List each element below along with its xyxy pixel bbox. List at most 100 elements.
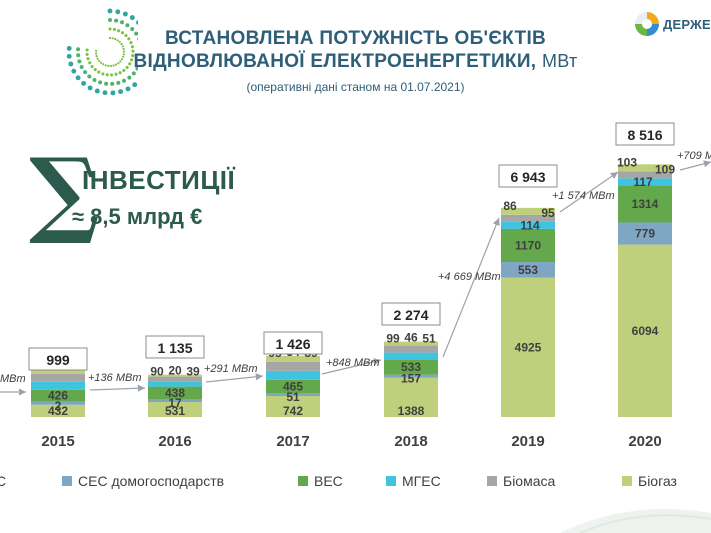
total-label-2019: 6 943 [510,169,545,185]
growth-label-6: +709 М [677,150,711,162]
bar-wind-2018 [384,359,438,375]
data-label-wind-2020: 1314 [632,197,659,211]
x-tick-2020: 2020 [628,433,661,450]
bar-biogas-2017 [266,355,320,362]
bar-small_hydro-2018 [384,352,438,360]
data-label-biogas-2016: 39 [186,365,200,379]
data-label-ses_household-2020: 779 [635,227,655,241]
bar-small_hydro-2016 [148,381,202,387]
data-label-wind-2016: 438 [165,386,185,400]
data-label-ses_household-2019: 553 [518,263,538,277]
bar-biomass-2019 [501,214,555,222]
data-label-biogas-2020: 109 [655,162,675,176]
bar-ses_household-2017 [266,393,320,396]
bar-small_hydro-2015 [31,381,85,390]
data-label-bottom-2017: 742 [283,404,303,418]
bar-biogas-2019 [501,207,555,215]
bar-biogas-2018 [384,341,438,346]
bar-ses_household-2018 [384,374,438,378]
data-label-biomass-2020: 103 [617,155,637,169]
bar-biomass-2018 [384,345,438,353]
growth-arrow-3 [321,358,382,375]
decorative-swoosh [560,508,711,533]
bar-wind-2017 [266,379,320,393]
bar-small_hydro-2019 [501,221,555,229]
data-label-bottom-2019: 4925 [515,340,542,354]
bar-ses_household-2015 [31,401,85,405]
growth-label-2: +291 МВт [204,363,258,375]
brand-logo: ДЕРЖЕН [634,10,711,38]
bar-bottom-2018 [384,377,438,417]
bar-wind-2020 [618,185,672,223]
growth-arrow-1 [89,384,146,392]
legend-label-partial: С [0,473,7,489]
data-label-biomass-2016: 20 [168,364,182,378]
sigma-symbol: ∑ [29,138,100,248]
x-tick-2019: 2019 [511,433,544,450]
total-box-2020 [615,122,675,146]
chart-title-line2-text: ВІДНОВЛЮВАНОЇ ЕЛЕКТРОЕНЕРГЕТИКИ, [133,51,537,72]
total-label-2018: 2 274 [393,307,428,323]
bar-wind-2016 [148,386,202,399]
legend-item-biogas: Біогаз [622,473,677,489]
bar-biomass-2020 [618,171,672,179]
data-label-ses_household-2018: 157 [401,372,421,386]
data-label-wind-2015: 426 [48,389,68,403]
x-tick-2017: 2017 [276,433,309,450]
total-label-2017: 1 426 [275,336,310,352]
data-label-bottom-2018: 1388 [398,404,425,418]
growth-label-1: +136 МВт [88,372,142,384]
total-label-2015: 999 [46,352,70,368]
data-label-ses_household-2017: 51 [286,390,300,404]
growth-arrow-6 [679,160,711,171]
data-label-biogas-2019: 95 [541,206,555,220]
bar-biogas-2016 [148,374,202,377]
bar-small_hydro-2017 [266,370,320,380]
data-label-wind-2018: 533 [401,360,421,374]
bar-bottom-2016 [148,402,202,417]
bar-ses_household-2019 [501,262,555,278]
x-tick-2018: 2018 [394,433,427,450]
bar-wind-2015 [31,389,85,402]
data-label-bottom-2015: 432 [48,404,68,418]
chart-subtitle: (оперативні дані станом на 01.07.2021) [246,80,465,94]
bar-biomass-2016 [148,376,202,382]
data-label-small_hydro-2019: 114 [520,218,540,232]
legend-swatch-biomass [487,476,497,486]
investment-title: ІНВЕСТИЦІЇ [82,165,236,195]
legend-item-small_hydro: МГЕС [386,473,441,489]
total-box-2018 [381,302,441,326]
total-label-2020: 8 516 [627,127,662,143]
data-label-bottom-2016: 531 [165,404,185,418]
legend-swatch-small_hydro [386,476,396,486]
investment-value: ≈ 8,5 млрд € [72,204,203,229]
bar-ses_household-2016 [148,399,202,402]
bar-biogas-2020 [618,164,672,172]
data-label-biogas-2018: 51 [422,332,436,346]
growth-arrow-2 [205,373,264,383]
bar-bottom-2019 [501,277,555,417]
logo-burst-icon [66,8,138,96]
data-label-wind-2017: 465 [283,379,303,393]
data-label-biomass-2019: 86 [503,199,517,213]
data-label-ses_household-2015: 2 [55,399,62,413]
legend-swatch-wind [298,476,308,486]
growth-label-0: МВт [0,373,26,385]
legend-label-ses_household: СЕС домогосподарств [78,473,225,489]
chart-title-line2: ВІДНОВЛЮВАНОЇ ЕЛЕКТРОЕНЕРГЕТИКИ, МВт [0,51,711,73]
data-label-wind-2019: 1170 [515,238,541,252]
legend-label-biomass: Біомаса [503,473,556,489]
chart-title-unit: МВт [541,51,578,71]
legend-item-wind: ВЕС [298,473,343,489]
data-label-ses_household-2016: 17 [168,396,182,410]
data-label-bottom-2020: 6094 [632,324,659,338]
x-tick-2016: 2016 [158,433,191,450]
brand-name: ДЕРЖЕН [663,16,711,32]
chart-legend: С СЕС домогосподарств ВЕС МГЕС Біомаса Біогаз [0,470,711,494]
x-tick-2015: 2015 [41,433,74,450]
bar-bottom-2015 [31,404,85,417]
data-label-small_hydro-2018: 99 [386,332,400,346]
brand-globe-icon [635,12,659,36]
legend-label-wind: ВЕС [314,473,343,489]
bar-biomass-2017 [266,361,320,371]
